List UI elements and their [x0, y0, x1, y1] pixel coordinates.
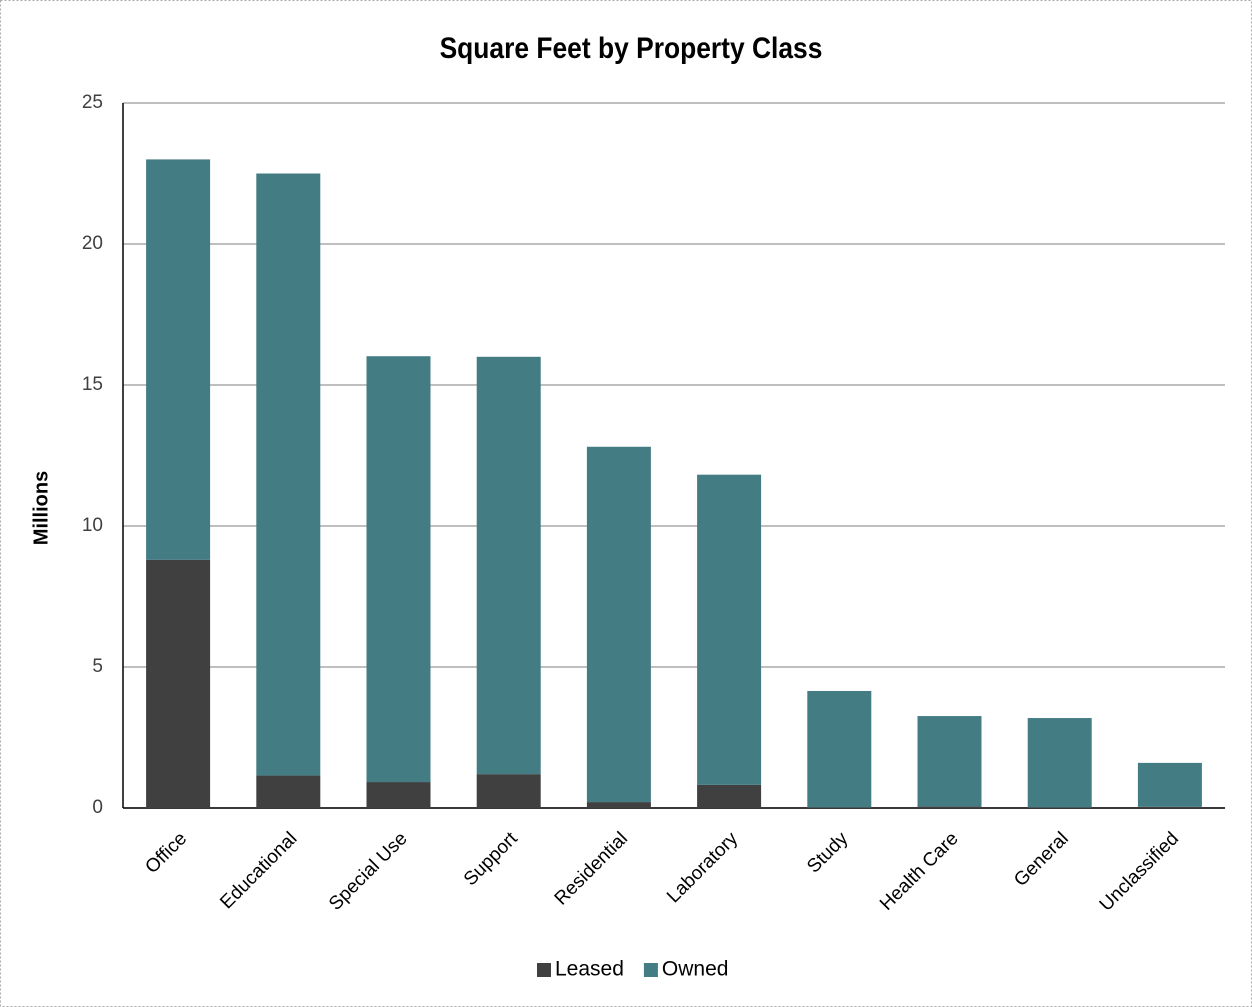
y-tick-label: 25: [82, 92, 103, 113]
bar-segment: [366, 356, 431, 783]
y-axis-title: Millions: [30, 471, 52, 545]
bar-segment: [807, 807, 872, 808]
legend-label: Owned: [662, 958, 729, 981]
bar-segment: [366, 782, 431, 808]
y-tick-label: 20: [82, 233, 103, 254]
chart-title: Square Feet by Property Class: [440, 30, 823, 64]
bar-segment: [697, 474, 762, 785]
bar-segment: [586, 802, 651, 808]
bar-segment: [917, 716, 982, 807]
bar-segment: [1027, 807, 1092, 808]
bar-segment: [146, 559, 211, 808]
bar-segment: [476, 356, 541, 775]
y-tick-label: 0: [92, 797, 103, 818]
bar-segment: [476, 774, 541, 808]
y-tick-label: 15: [82, 374, 103, 395]
legend-label: Leased: [555, 958, 624, 981]
legend-swatch: [643, 963, 658, 977]
bar-segment: [807, 690, 872, 808]
bar-segment: [256, 775, 321, 808]
bar-segment: [1137, 762, 1202, 807]
bar-segment: [146, 159, 211, 560]
y-tick-label: 5: [92, 656, 103, 677]
bar-segment: [917, 806, 982, 808]
y-tick-label: 10: [82, 515, 103, 536]
legend-swatch: [537, 963, 551, 977]
bar-segment: [697, 784, 762, 808]
bar-segment: [256, 173, 321, 776]
bar-segment: [586, 446, 651, 803]
bar-segment: [1137, 806, 1202, 808]
bar-segment: [1027, 718, 1092, 808]
